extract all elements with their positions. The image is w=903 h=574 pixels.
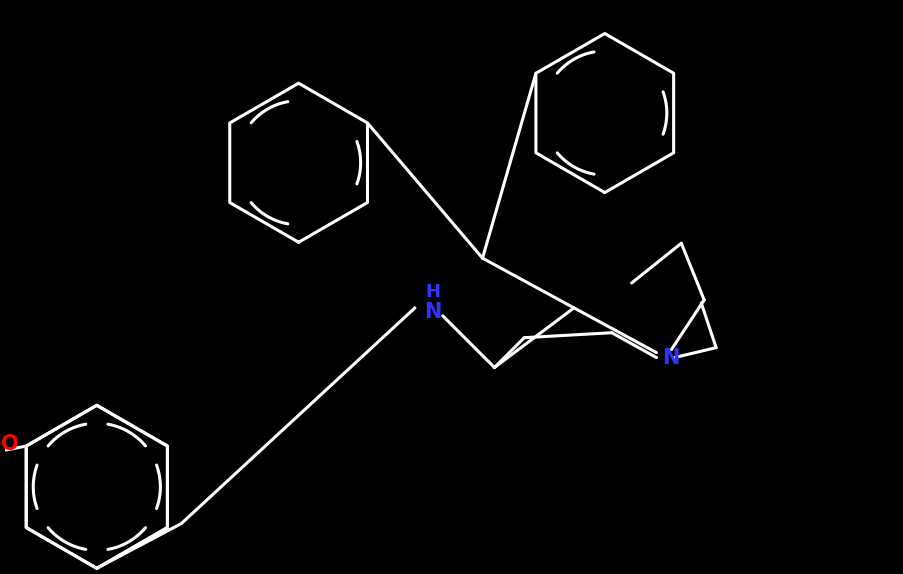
Text: O: O bbox=[1, 434, 18, 454]
Text: H: H bbox=[424, 283, 440, 301]
Text: N: N bbox=[661, 348, 678, 367]
Text: N: N bbox=[424, 302, 441, 322]
